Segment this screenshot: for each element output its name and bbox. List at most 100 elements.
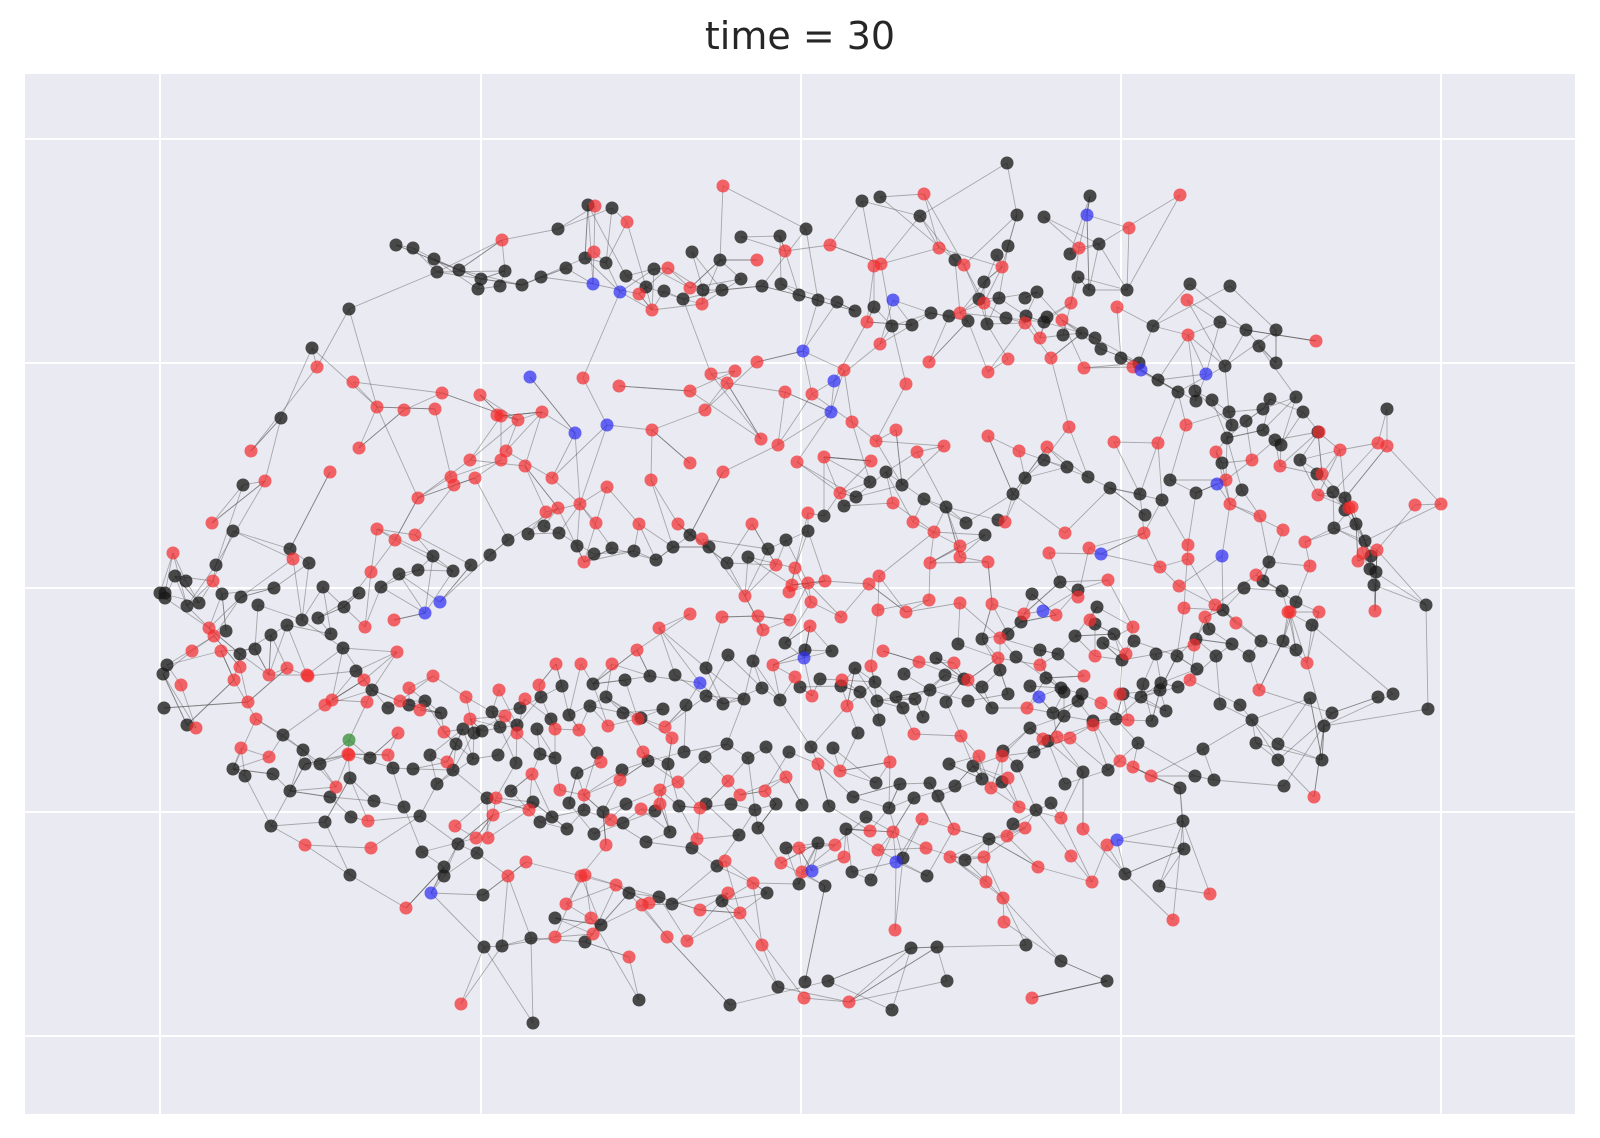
graph-node-red xyxy=(750,355,764,369)
graph-edge xyxy=(1109,487,1146,516)
graph-edge xyxy=(827,947,912,982)
graph-edge xyxy=(983,266,1003,304)
graph-edge xyxy=(394,539,454,572)
graph-node-red xyxy=(1063,731,1077,745)
graph-node-red xyxy=(1042,546,1056,560)
graph-node-black xyxy=(859,810,873,824)
graph-node-red xyxy=(1001,771,1015,785)
graph-node-black xyxy=(578,935,592,949)
graph-edge xyxy=(901,445,945,486)
graph-edge xyxy=(551,424,608,479)
graph-node-black xyxy=(771,980,785,994)
graph-node-red xyxy=(342,748,356,762)
graph-edge xyxy=(521,257,586,286)
graph-node-black xyxy=(951,637,965,651)
graph-node-red xyxy=(1054,811,1068,825)
graph-edge xyxy=(798,294,856,312)
graph-node-black xyxy=(940,974,954,988)
graph-node-red xyxy=(588,199,602,213)
graph-node-red xyxy=(693,801,707,815)
graph-node-black xyxy=(677,745,691,759)
graph-node-black xyxy=(661,757,675,771)
graph-node-red xyxy=(1276,523,1290,537)
graph-node-red xyxy=(889,423,903,437)
graph-node-red xyxy=(652,621,666,635)
graph-node-black xyxy=(470,846,484,860)
graph-edge xyxy=(705,616,723,669)
graph-edge xyxy=(417,477,476,499)
graph-edge xyxy=(358,406,378,449)
graph-node-black xyxy=(1109,712,1123,726)
graph-node-red xyxy=(634,802,648,816)
graph-edge xyxy=(988,838,1039,868)
graph-node-red xyxy=(495,233,509,247)
graph-edge xyxy=(304,754,350,765)
graph-edge xyxy=(557,507,585,563)
graph-node-black xyxy=(406,762,420,776)
graph-node-red xyxy=(1177,601,1191,615)
graph-edge xyxy=(348,308,378,408)
graph-edge xyxy=(1023,581,1061,615)
graph-node-black xyxy=(1010,759,1024,773)
graph-node-black xyxy=(647,262,661,276)
graph-edge xyxy=(1158,848,1185,887)
graph-edge xyxy=(1258,345,1297,398)
graph-edge xyxy=(761,285,819,301)
graph-node-black xyxy=(1223,279,1237,293)
graph-edge xyxy=(1331,696,1379,714)
graph-node-red xyxy=(715,610,729,624)
graph-node-black xyxy=(1190,662,1204,676)
graph-edge xyxy=(394,497,419,541)
graph-edge xyxy=(1155,644,1195,655)
graph-node-red xyxy=(612,379,626,393)
graph-node-red xyxy=(1082,541,1096,555)
graph-node-black xyxy=(1033,643,1047,657)
graph-node-black xyxy=(632,993,646,1007)
graph-node-black xyxy=(1239,323,1253,337)
graph-node-blue xyxy=(613,285,627,299)
graph-edge xyxy=(304,753,349,765)
graph-node-black xyxy=(1289,595,1303,609)
graph-node-red xyxy=(1303,559,1317,573)
graph-node-red xyxy=(1017,607,1031,621)
graph-node-red xyxy=(698,403,712,417)
graph-node-red xyxy=(665,731,679,745)
graph-node-red xyxy=(1180,293,1194,307)
graph-edge xyxy=(405,866,445,909)
graph-edge xyxy=(358,409,405,449)
graph-edge xyxy=(1098,194,1181,245)
graph-node-red xyxy=(745,517,759,531)
graph-node-black xyxy=(318,815,332,829)
graph-edge xyxy=(651,303,703,311)
graph-node-red xyxy=(779,770,793,784)
graph-edge xyxy=(804,885,826,983)
graph-node-red xyxy=(469,831,483,845)
graph-node-black xyxy=(1090,600,1104,614)
graph-edge xyxy=(370,815,421,849)
graph-edge xyxy=(1116,306,1154,327)
graph-node-blue xyxy=(418,606,432,620)
graph-node-black xyxy=(961,694,975,708)
graph-edge xyxy=(805,228,819,301)
graph-edge xyxy=(626,221,647,288)
graph-node-black xyxy=(1082,283,1096,297)
graph-edge xyxy=(804,885,826,983)
graph-edge xyxy=(1172,820,1184,921)
graph-node-red xyxy=(463,712,477,726)
graph-node-red xyxy=(1113,754,1127,768)
graph-edge xyxy=(618,385,691,392)
graph-edge xyxy=(802,299,819,352)
graph-node-red xyxy=(381,748,395,762)
graph-edge xyxy=(851,861,897,873)
graph-node-black xyxy=(1058,777,1072,791)
graph-node-red xyxy=(695,297,709,311)
graph-edge xyxy=(1126,227,1130,291)
graph-edge xyxy=(304,844,351,876)
graph-node-red xyxy=(823,238,837,252)
graph-edge xyxy=(364,571,372,628)
graph-edge xyxy=(965,493,1014,524)
graph-node-red xyxy=(653,783,667,797)
graph-edge xyxy=(414,534,472,566)
graph-node-red xyxy=(234,741,248,755)
graph-edge xyxy=(166,650,222,666)
